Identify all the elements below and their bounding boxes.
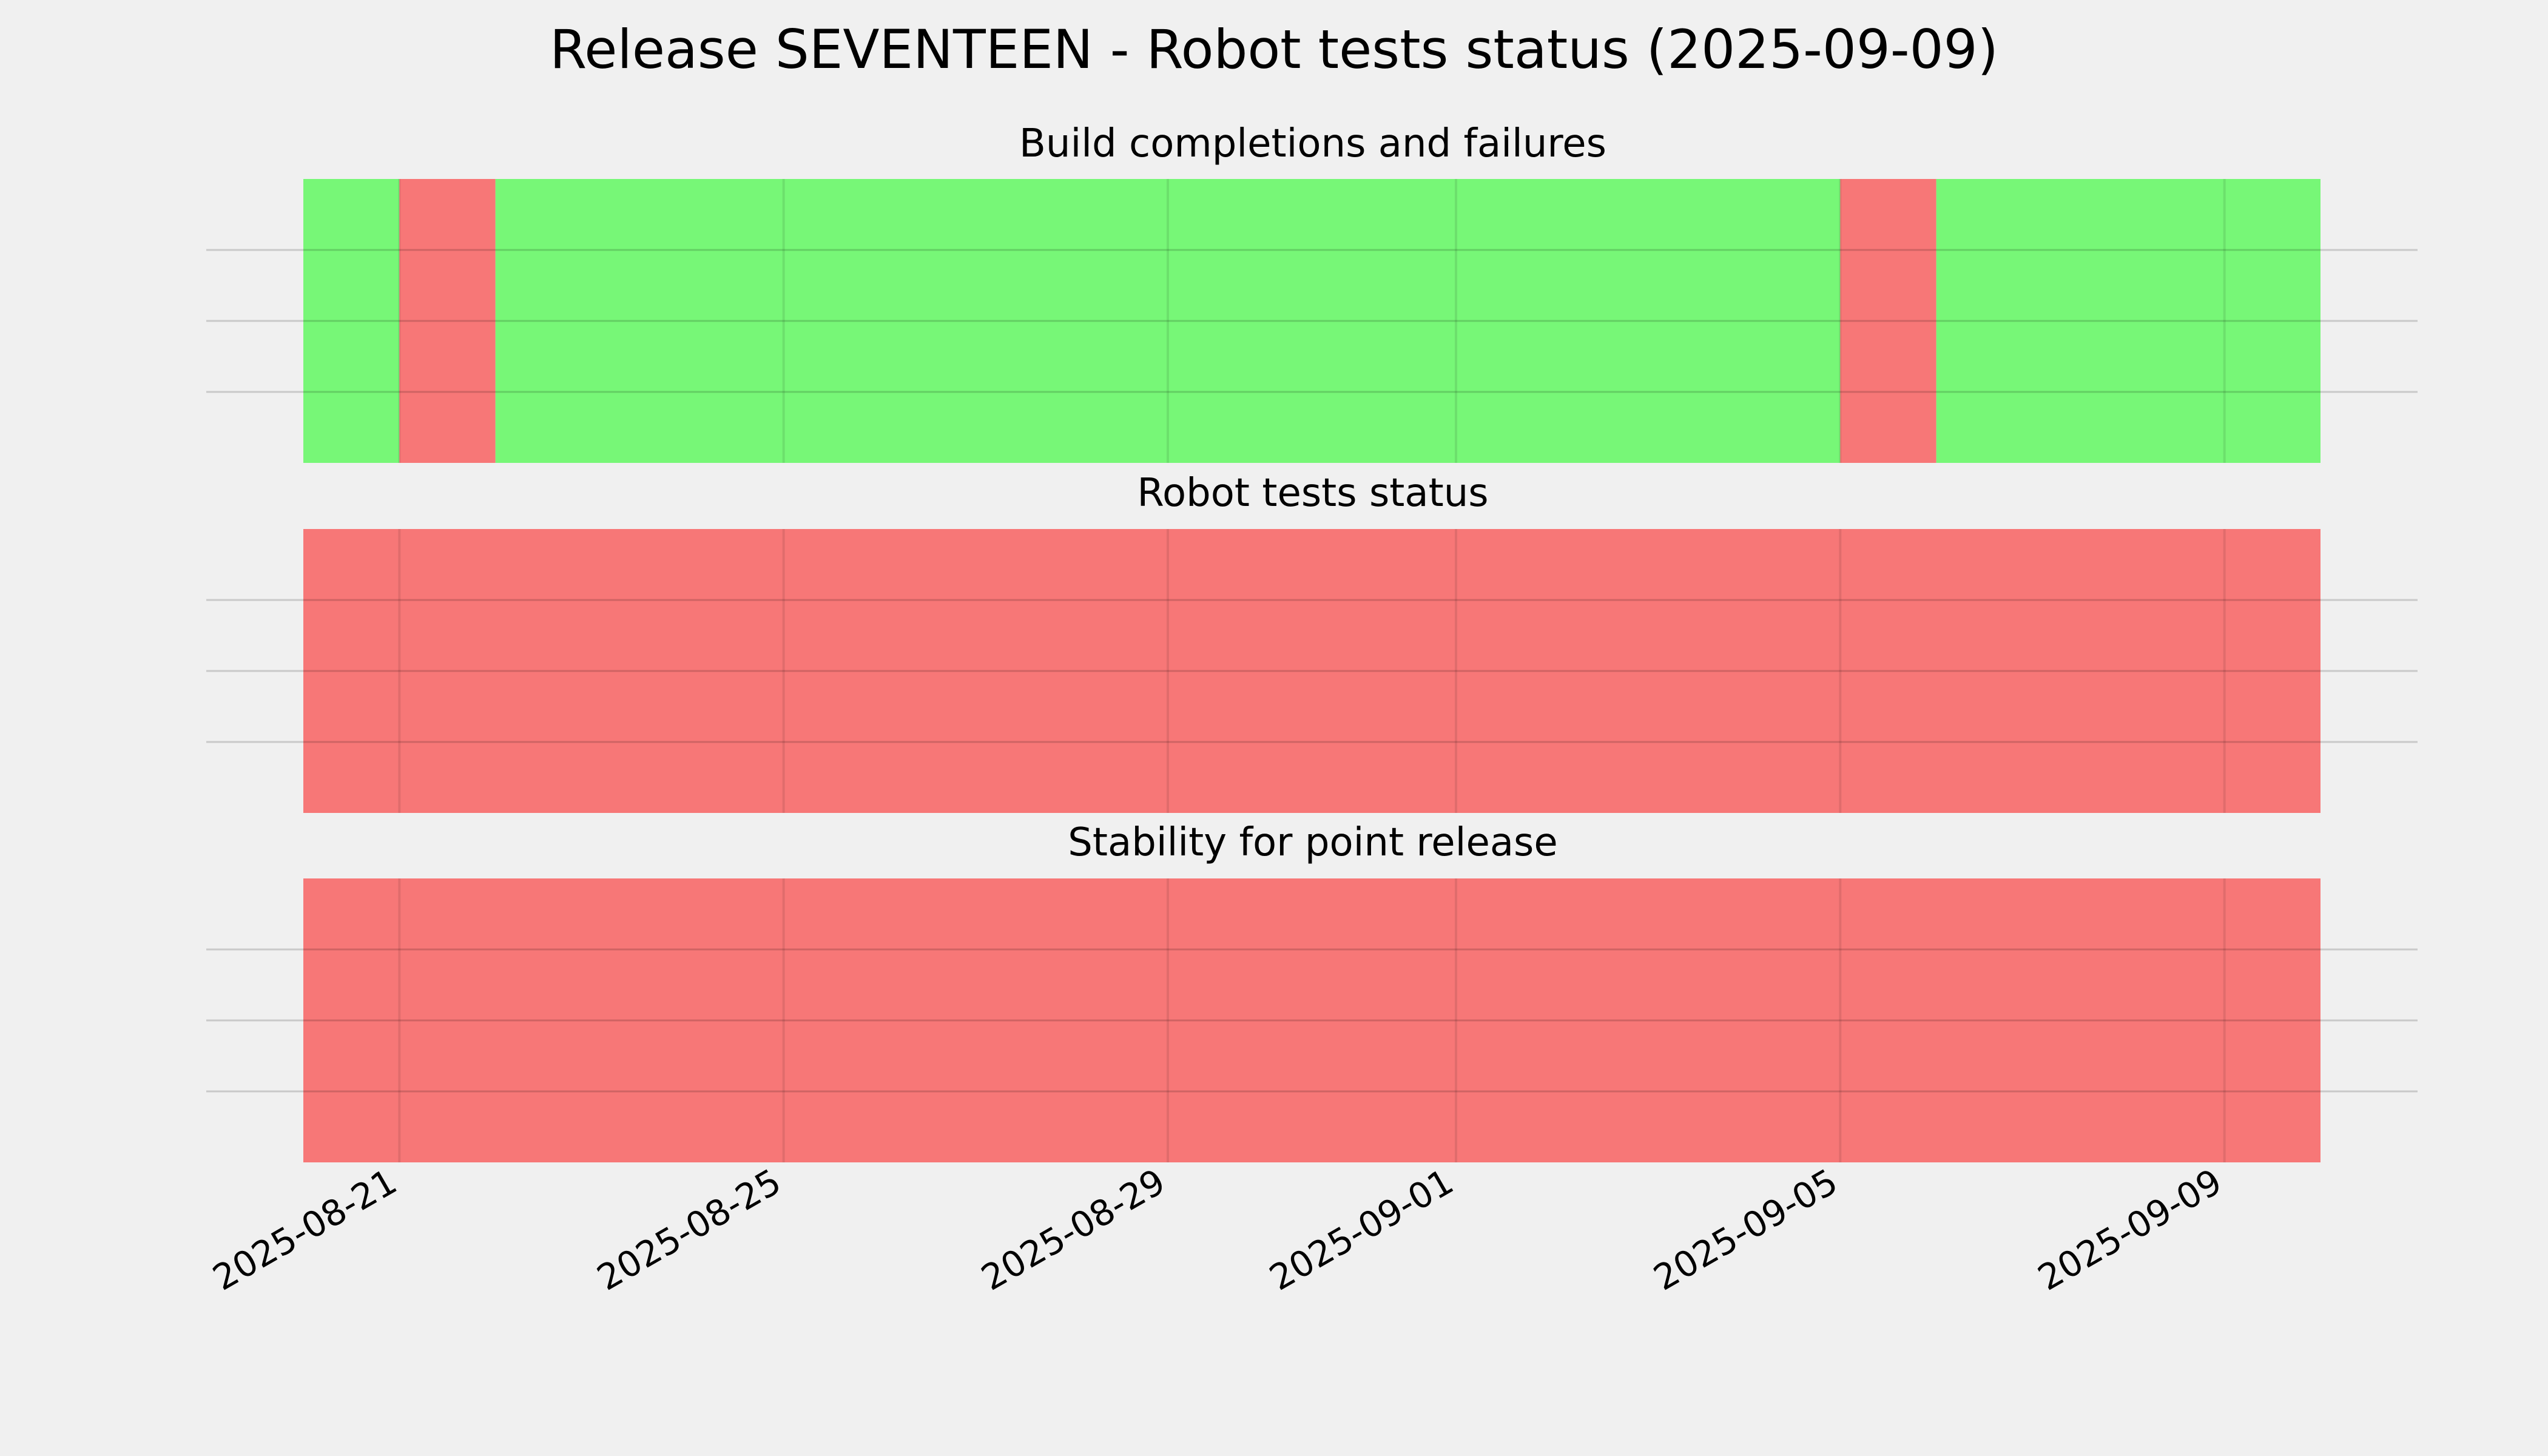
panel-title: Robot tests status (1137, 471, 1488, 516)
segment-pass (303, 179, 400, 463)
segment-fail (303, 878, 2320, 1162)
panel-title: Stability for point release (1068, 820, 1558, 865)
segment-fail (399, 179, 496, 463)
panel-robot-tests: Robot tests status (206, 471, 2418, 813)
segment-fail (1840, 179, 1936, 463)
chart-title: Release SEVENTEEN - Robot tests status (… (550, 18, 1998, 81)
segment-fail (303, 529, 2320, 813)
segment-pass (1936, 179, 2320, 463)
segment-pass (495, 179, 1841, 463)
panel-title: Build completions and failures (1019, 121, 1606, 166)
panel-stability: Stability for point release (206, 820, 2418, 1162)
panel-build-completions: Build completions and failures (206, 121, 2418, 463)
